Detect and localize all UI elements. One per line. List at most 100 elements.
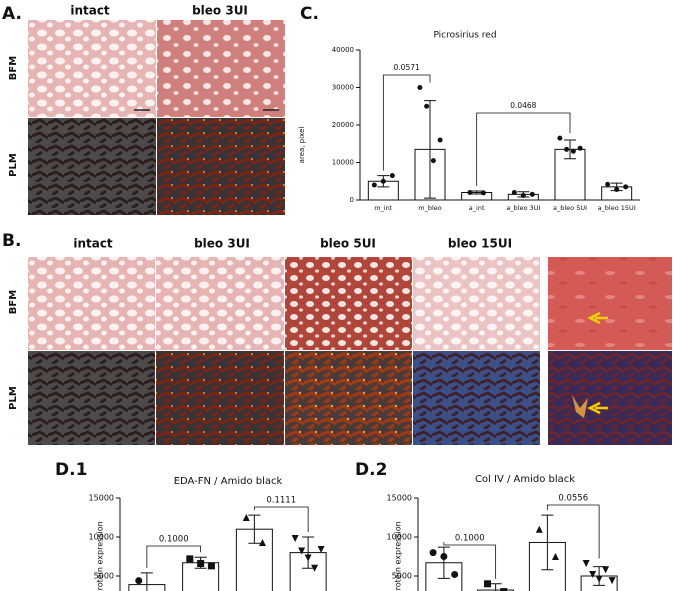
data-point <box>430 158 436 164</box>
significance-bracket <box>546 504 600 559</box>
data-point <box>197 560 205 568</box>
data-point <box>520 193 526 198</box>
data-point <box>429 549 437 557</box>
column-header: bleo 15UI <box>448 237 512 251</box>
y-tick-label: 10000 <box>332 159 354 167</box>
x-tick-label: m_bleo <box>418 204 442 212</box>
error-bar <box>302 536 315 569</box>
data-point <box>437 137 443 143</box>
y-tick-label: 15000 <box>387 494 412 503</box>
data-point <box>258 538 266 546</box>
row-label: BFM <box>8 290 19 314</box>
error-bar <box>470 190 483 195</box>
panel-label: D.2 <box>355 460 387 480</box>
data-point <box>451 570 459 578</box>
data-point <box>207 562 215 570</box>
column-header: intact <box>70 4 110 18</box>
data-point <box>291 535 299 543</box>
data-point <box>186 555 194 563</box>
data-point <box>417 85 423 90</box>
x-tick-label: m_int <box>374 204 393 212</box>
y-tick-label: 5000 <box>94 572 114 581</box>
panel-label: D.1 <box>55 460 87 480</box>
chart-title: EDA-FN / Amido black <box>174 476 283 487</box>
y-tick-label: 5000 <box>392 572 412 581</box>
data-point <box>564 146 570 152</box>
x-tick-label: a_bleo 15UI <box>598 204 636 212</box>
y-tick-label: 30000 <box>332 84 354 92</box>
error-bar <box>437 546 450 579</box>
data-point <box>389 173 395 179</box>
y-axis-label: ve protein expression <box>96 521 105 591</box>
error-bar <box>140 572 153 591</box>
p-value: 0.1111 <box>266 496 296 506</box>
x-tick-label: a_bleo 5UI <box>553 204 587 212</box>
data-point <box>467 190 473 195</box>
data-point <box>595 575 603 583</box>
panel-label: C. <box>300 4 319 24</box>
panel-label: A. <box>2 4 22 24</box>
x-tick-label: a_int <box>469 204 485 212</box>
y-tick-label: 10000 <box>89 533 114 542</box>
data-point <box>500 588 508 591</box>
data-point <box>535 525 543 533</box>
bar <box>289 552 327 591</box>
x-tick-label: a_bleo 3UI <box>506 204 540 212</box>
row-label: PLM <box>8 386 19 410</box>
y-tick-label: 15000 <box>89 494 114 503</box>
p-value: 0.0468 <box>510 101 536 110</box>
data-point <box>551 553 559 560</box>
significance-bracket <box>443 542 497 579</box>
column-header: intact <box>73 237 113 251</box>
chart-title: Col IV / Amido black <box>475 474 575 485</box>
data-point <box>440 553 448 560</box>
significance-bracket <box>146 545 202 568</box>
significance-bracket <box>253 506 309 532</box>
data-point <box>614 187 620 192</box>
column-header: bleo 3UI <box>192 4 248 18</box>
micrographs-b <box>28 257 672 445</box>
micrographs-a <box>28 20 285 215</box>
data-point <box>577 145 583 151</box>
row-label: PLM <box>8 153 19 177</box>
y-tick-label: 10000 <box>387 533 412 542</box>
error-bar <box>248 514 261 544</box>
y-tick-label: 0 <box>350 196 354 204</box>
data-point <box>380 178 386 184</box>
data-point <box>424 103 430 109</box>
data-point <box>608 577 616 585</box>
y-axis-label: ve protein expression <box>394 521 403 591</box>
data-point <box>484 580 492 588</box>
error-bar <box>541 514 554 571</box>
data-point <box>298 547 306 555</box>
column-header: bleo 3UI <box>194 237 250 251</box>
error-bar <box>489 583 502 591</box>
significance-bracket <box>476 112 571 186</box>
p-value: 0.0571 <box>394 63 420 72</box>
data-point <box>511 190 517 195</box>
data-point <box>529 191 535 197</box>
row-label: BFM <box>8 56 19 80</box>
error-bar <box>424 100 436 199</box>
data-point <box>582 560 590 568</box>
data-point <box>570 148 576 154</box>
data-point <box>242 514 250 521</box>
column-header: bleo 5UI <box>320 237 376 251</box>
data-point <box>311 564 319 572</box>
p-value: 0.0556 <box>558 494 588 504</box>
panel-label: B. <box>2 231 21 251</box>
y-tick-label: 40000 <box>332 46 354 54</box>
y-tick-label: 20000 <box>332 121 354 129</box>
chart-title: Picrosirius red <box>433 31 496 41</box>
data-point <box>605 181 611 187</box>
data-point <box>371 182 377 188</box>
data-point <box>317 545 325 553</box>
data-point <box>602 566 610 574</box>
data-point <box>480 190 486 196</box>
data-point <box>304 554 312 562</box>
p-value: 0.1000 <box>455 534 485 544</box>
data-point <box>623 184 629 190</box>
data-point <box>589 570 597 578</box>
